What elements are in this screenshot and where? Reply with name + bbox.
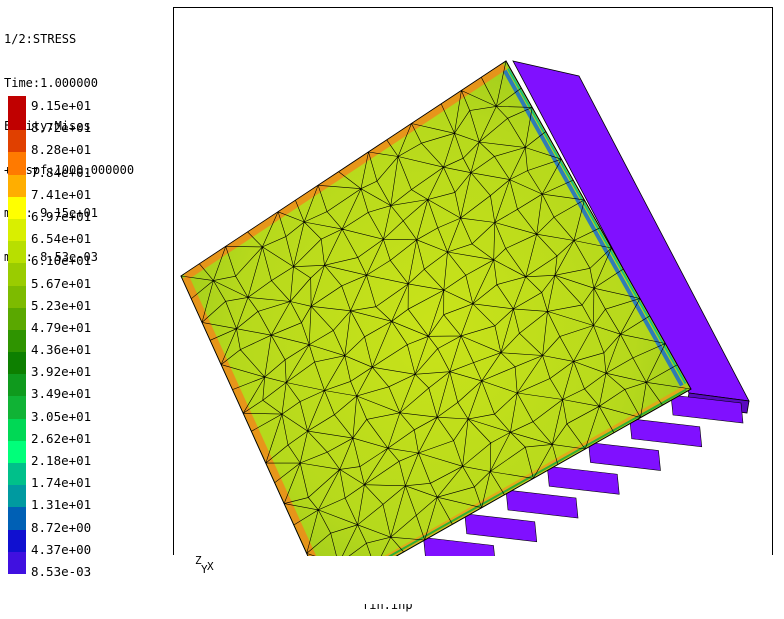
legend-label: 1.31e+01 [31, 497, 92, 513]
legend-swatch [8, 218, 26, 242]
legend-swatch [8, 396, 26, 419]
legend-label: 5.67e+01 [31, 275, 92, 291]
legend-label: 3.49e+01 [31, 386, 92, 402]
fin [464, 513, 538, 543]
legend-swatch [8, 507, 26, 530]
legend-swatch [8, 196, 26, 219]
legend-label: 2.62e+01 [31, 430, 92, 446]
legend-swatch [8, 152, 26, 175]
legend-label: 6.97e+01 [31, 208, 92, 224]
fin [588, 442, 661, 471]
fin [505, 489, 579, 519]
legend-label: 9.15e+01 [31, 98, 92, 113]
legend-label: 4.79e+01 [31, 319, 92, 335]
time-label: Time:1.000000 [4, 75, 98, 90]
legend-label: 8.72e+01 [31, 120, 92, 136]
edge-strip [387, 388, 687, 556]
graphics-viewport[interactable] [173, 7, 774, 556]
legend-swatch [8, 352, 26, 375]
legend-swatch [8, 174, 26, 197]
legend-swatch [8, 329, 26, 353]
legend-swatch [8, 463, 26, 486]
edge-strip [503, 69, 684, 387]
legend-label: 2.18e+01 [31, 453, 92, 468]
legend-label: 8.28e+01 [31, 142, 92, 158]
side-fins [423, 394, 744, 556]
legend-label: 7.41e+01 [31, 186, 92, 202]
legend-swatch [8, 96, 26, 130]
legend-swatch [8, 241, 26, 264]
legend-swatch [8, 374, 26, 397]
axis-y-label: Y [201, 563, 208, 576]
model-filename: fin.inp [362, 598, 413, 612]
edge-strip [182, 275, 317, 556]
legend-swatch [8, 551, 26, 574]
legend-label: 8.53e-03 [31, 563, 92, 579]
legend-swatch [8, 440, 26, 463]
fin [670, 394, 744, 424]
legend-label: 8.72e+00 [31, 519, 92, 535]
legend-label: 5.23e+01 [31, 297, 92, 313]
axis-z-label: Z [195, 554, 202, 567]
step-label: 1/2:STRESS [4, 32, 77, 46]
legend-swatch [8, 418, 26, 441]
edge-stress-highlights [182, 63, 687, 556]
legend-label: 4.37e+00 [31, 541, 92, 557]
fin [629, 418, 703, 448]
fem-model[interactable] [174, 8, 774, 556]
legend-label: 1.74e+01 [31, 475, 92, 491]
fin [423, 537, 495, 556]
legend-label: 4.36e+01 [31, 342, 92, 358]
mesh-path [180, 60, 692, 556]
legend-swatch [8, 529, 26, 552]
edge-strip [183, 63, 507, 280]
legend-label: 6.54e+01 [31, 231, 92, 247]
legend-label: 3.05e+01 [31, 408, 92, 424]
legend-label: 7.84e+01 [31, 164, 92, 180]
legend-swatch [8, 307, 26, 330]
legend-label: 3.92e+01 [31, 364, 92, 380]
legend-label: 6.10e+01 [31, 253, 92, 269]
legend-swatch [8, 485, 26, 508]
edge-strip [507, 68, 687, 384]
legend-swatch [8, 285, 26, 308]
mesh-lines [180, 60, 692, 556]
axis-x-label: X [207, 560, 214, 573]
legend-swatch [8, 263, 26, 286]
legend-swatch [8, 130, 26, 153]
fin [546, 465, 620, 495]
displacement-factor-label: +Dispf:1000.000000 [4, 162, 135, 177]
